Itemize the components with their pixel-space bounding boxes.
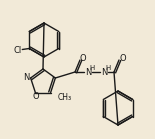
Text: N: N [85,68,91,76]
Text: H: H [89,65,95,71]
Text: O: O [120,54,126,63]
Text: O: O [32,92,39,101]
Text: N: N [101,68,107,76]
Text: Cl: Cl [13,46,21,55]
Text: H: H [105,65,111,71]
Text: O: O [80,54,86,63]
Text: N: N [23,74,30,82]
Text: CH₃: CH₃ [58,93,72,102]
